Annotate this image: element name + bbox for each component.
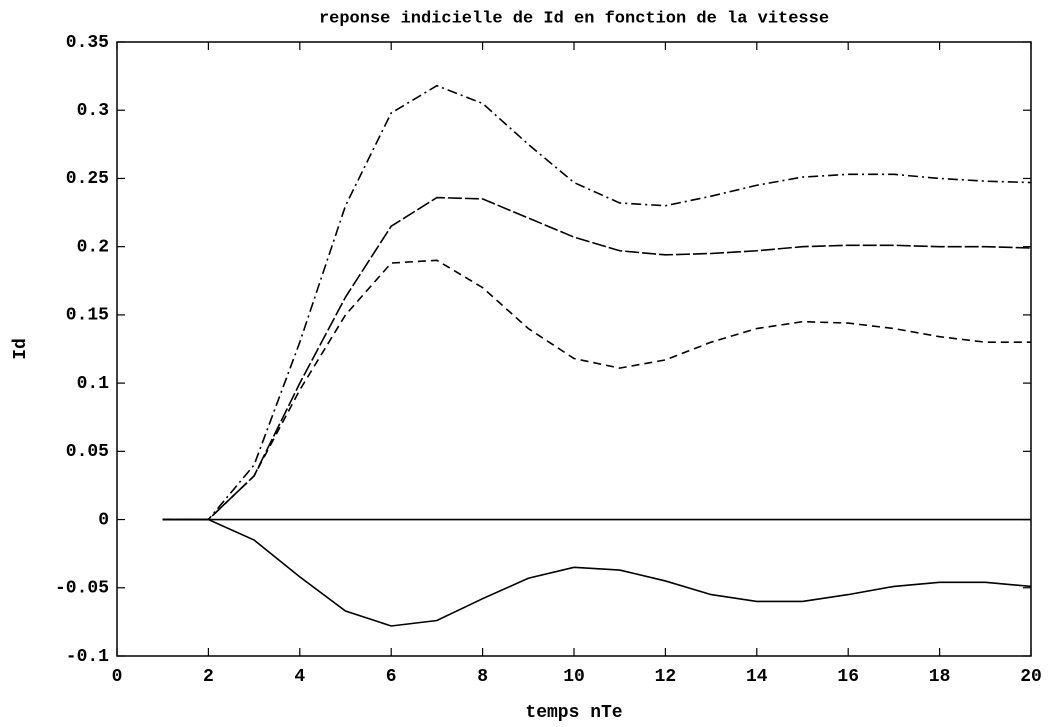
x-tick-label: 14 bbox=[746, 667, 768, 687]
data-line bbox=[162, 196, 1032, 521]
x-tick-label: 20 bbox=[1020, 667, 1042, 687]
x-tick-label: 0 bbox=[112, 667, 123, 687]
y-tick-label: 0 bbox=[98, 510, 109, 530]
x-tick-label: 10 bbox=[563, 667, 585, 687]
y-tick-label: 0.15 bbox=[66, 306, 109, 326]
x-tick-label: 8 bbox=[477, 667, 488, 687]
y-tick-label: 0.1 bbox=[77, 374, 110, 394]
y-tick-label: 0.05 bbox=[66, 442, 109, 462]
y-axis-label: Id bbox=[11, 338, 31, 360]
y-tick-label: 0.2 bbox=[77, 237, 109, 257]
data-line bbox=[162, 259, 1031, 521]
x-tick-label: 2 bbox=[203, 667, 214, 687]
data-line bbox=[162, 518, 1032, 627]
x-tick-label: 18 bbox=[929, 667, 951, 687]
y-tick-label: 0.3 bbox=[77, 101, 109, 121]
y-tick-label: -0.1 bbox=[66, 647, 109, 667]
x-axis-label: temps nTe bbox=[525, 703, 622, 723]
y-tick-label: -0.05 bbox=[55, 579, 109, 599]
x-tick-label: 16 bbox=[837, 667, 859, 687]
x-tick-label: 12 bbox=[655, 667, 677, 687]
y-tick-label: 0.25 bbox=[66, 169, 109, 189]
data-line bbox=[162, 84, 1032, 521]
y-tick-label: 0.35 bbox=[66, 33, 109, 53]
x-tick-label: 4 bbox=[294, 667, 305, 687]
x-tick-label: 6 bbox=[386, 667, 397, 687]
chart-title: reponse indicielle de Id en fonction de … bbox=[319, 9, 829, 28]
plot-frame bbox=[116, 41, 1032, 657]
